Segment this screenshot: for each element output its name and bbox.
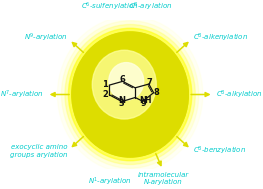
Ellipse shape — [92, 50, 156, 119]
Text: N: N — [118, 96, 125, 105]
Text: N: N — [139, 96, 146, 105]
Ellipse shape — [72, 32, 188, 157]
Text: N$^7$-arylation: N$^7$-arylation — [0, 88, 44, 101]
Ellipse shape — [65, 25, 195, 164]
Text: 1: 1 — [103, 80, 108, 89]
Text: 9: 9 — [141, 99, 147, 108]
Ellipse shape — [62, 21, 199, 168]
Ellipse shape — [68, 28, 192, 161]
Text: C$^8$-arylation: C$^8$-arylation — [129, 1, 172, 13]
Text: C$^8$-alkylation: C$^8$-alkylation — [216, 88, 263, 101]
Text: C$^6$-sulfenylation: C$^6$-sulfenylation — [81, 1, 138, 13]
Ellipse shape — [57, 16, 203, 173]
Text: 6: 6 — [119, 75, 125, 84]
Ellipse shape — [109, 63, 144, 100]
Text: N$^9$-arylation: N$^9$-arylation — [24, 32, 67, 44]
Text: 7: 7 — [146, 78, 152, 87]
Ellipse shape — [72, 32, 188, 157]
Text: C$^8$-alkenylation: C$^8$-alkenylation — [193, 32, 248, 44]
Text: 2: 2 — [103, 90, 108, 99]
Text: N$^1$-arylation: N$^1$-arylation — [88, 176, 132, 188]
Text: C$^8$-benzylation: C$^8$-benzylation — [193, 145, 246, 157]
Text: exocyclic amino
groups arylation: exocyclic amino groups arylation — [10, 144, 67, 158]
Text: 8: 8 — [153, 88, 159, 97]
Text: 3: 3 — [118, 99, 124, 108]
Text: H: H — [144, 96, 151, 105]
Text: intramolecular
N-arylation: intramolecular N-arylation — [138, 172, 189, 185]
